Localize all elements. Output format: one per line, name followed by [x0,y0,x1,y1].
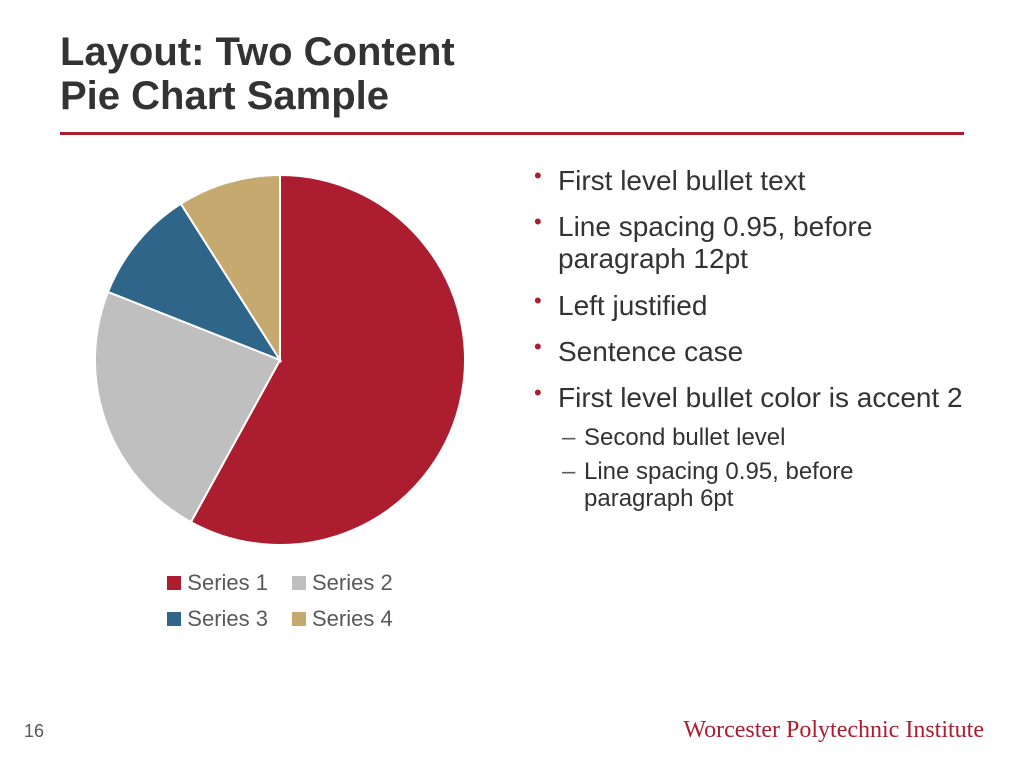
bullet-text: First level bullet color is accent 2 [558,382,963,413]
legend-item: Series 3 [167,606,268,632]
pie-chart [95,175,465,550]
content-row: Series 1 Series 2 Series 3 Series 4 First l… [60,165,964,632]
bullet-text: Left justified [558,290,707,321]
page-number: 16 [24,721,44,742]
legend-label: Series 2 [312,570,393,596]
legend-swatch [292,576,306,590]
legend-label: Series 3 [187,606,268,632]
legend-label: Series 4 [312,606,393,632]
legend-item: Series 4 [292,606,393,632]
footer-org: Worcester Polytechnic Institute [683,717,984,744]
legend-item: Series 2 [292,570,393,596]
bullet-text: First level bullet text [558,165,805,196]
sub-bullet-text: Second bullet level [584,424,785,451]
bullet-item: First level bullet text [530,165,964,197]
chart-column: Series 1 Series 2 Series 3 Series 4 [60,165,500,632]
sub-bullet-item: Second bullet level [558,424,964,452]
text-column: First level bullet text Line spacing 0.95… [530,165,964,632]
bullet-text: Line spacing 0.95, before paragraph 12pt [558,211,872,274]
sub-bullet-list: Second bullet level Line spacing 0.95, be… [558,424,964,513]
bullet-item: Sentence case [530,336,964,368]
title-line-1: Layout: Two Content [60,30,964,74]
slide-title: Layout: Two Content Pie Chart Sample [60,30,964,118]
title-rule [60,132,964,135]
legend-swatch [167,576,181,590]
chart-legend: Series 1 Series 2 Series 3 Series 4 [120,570,440,632]
sub-bullet-text: Line spacing 0.95, before paragraph 6pt [584,458,854,513]
bullet-item: First level bullet color is accent 2 Seco… [530,382,964,513]
slide: Layout: Two Content Pie Chart Sample Ser… [0,0,1024,768]
legend-swatch [292,612,306,626]
bullet-text: Sentence case [558,336,743,367]
legend-swatch [167,612,181,626]
legend-item: Series 1 [167,570,268,596]
sub-bullet-item: Line spacing 0.95, before paragraph 6pt [558,458,964,513]
legend-label: Series 1 [187,570,268,596]
bullet-list: First level bullet text Line spacing 0.95… [530,165,964,513]
title-line-2: Pie Chart Sample [60,74,964,118]
pie-svg [95,175,465,545]
bullet-item: Line spacing 0.95, before paragraph 12pt [530,211,964,275]
bullet-item: Left justified [530,290,964,322]
